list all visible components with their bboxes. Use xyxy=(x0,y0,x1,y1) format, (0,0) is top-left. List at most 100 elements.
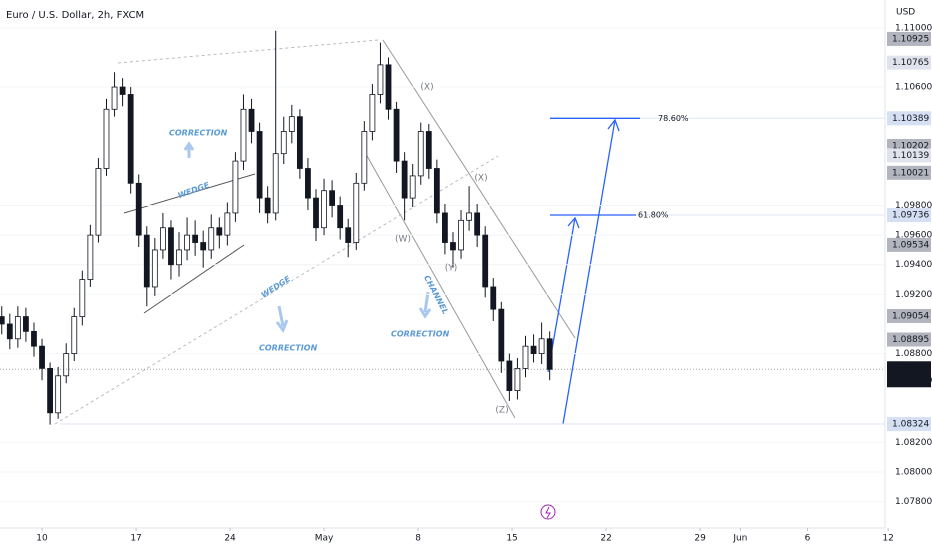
candle-body xyxy=(256,131,263,199)
price-label-box xyxy=(887,31,931,46)
price-label-box xyxy=(887,417,931,432)
candle-body xyxy=(361,131,368,184)
event-icon[interactable] xyxy=(540,504,556,520)
x-tick-label: 8 xyxy=(415,534,421,544)
candle-body xyxy=(329,190,336,206)
price-label-box xyxy=(887,308,931,323)
candle-body xyxy=(143,234,150,288)
y-tick-label: 1.09200 xyxy=(895,290,932,300)
candle-body xyxy=(55,375,62,414)
candle-body xyxy=(313,197,319,229)
price-label-box xyxy=(887,207,931,222)
current-price: 1.08694 xyxy=(892,364,929,374)
price-label: 1.08324 xyxy=(892,420,929,430)
price-label-box xyxy=(887,165,931,180)
candle-body xyxy=(546,338,553,370)
price-label: 1.10139 xyxy=(892,151,929,161)
x-tick-label: 10 xyxy=(36,534,48,544)
candle-body xyxy=(151,249,158,288)
candle-body xyxy=(47,367,53,414)
price-label: 1.10925 xyxy=(892,34,929,44)
candle-body xyxy=(506,360,513,391)
candle-body xyxy=(288,116,295,132)
annotation: (Y) xyxy=(445,264,458,274)
candle-body xyxy=(514,367,521,391)
candle-body xyxy=(31,330,37,347)
candle-body xyxy=(377,64,384,95)
x-tick-label: May xyxy=(315,534,334,544)
candle-body xyxy=(385,64,392,110)
candle-body xyxy=(433,168,440,214)
price-label: 1.09736 xyxy=(892,210,929,220)
x-tick-label: 22 xyxy=(600,534,611,544)
down-arrow xyxy=(418,291,432,319)
x-tick-label: 29 xyxy=(694,534,706,544)
candle-body xyxy=(466,212,472,221)
candle-body xyxy=(224,212,231,236)
candle-body xyxy=(425,131,432,169)
candle-body xyxy=(103,108,110,169)
candle-body xyxy=(450,242,456,251)
candle-body xyxy=(95,168,102,236)
x-tick-label: 12 xyxy=(882,534,893,544)
candle-body xyxy=(200,242,207,251)
candle-body xyxy=(119,86,126,95)
candle-body xyxy=(482,234,489,288)
candle-body xyxy=(87,234,94,280)
y-tick-label: 1.08800 xyxy=(895,349,932,359)
candle-body xyxy=(111,86,118,110)
candle-body xyxy=(321,190,327,229)
price-label-box xyxy=(887,237,931,252)
candle-body xyxy=(216,227,223,236)
candle-body xyxy=(401,160,408,199)
candle-body xyxy=(458,219,464,251)
candle-body xyxy=(232,160,239,214)
event-bolt xyxy=(545,506,551,519)
y-tick-label: 1.08000 xyxy=(895,468,932,478)
current-price-box xyxy=(887,361,931,388)
y-tick-label: 1.09400 xyxy=(895,260,932,270)
candle-body xyxy=(176,249,182,266)
candle-body xyxy=(442,212,448,243)
price-label-box xyxy=(887,111,931,126)
annotation: (W) xyxy=(395,235,411,245)
candle-body xyxy=(159,227,166,251)
annotation: (Z) xyxy=(495,406,508,416)
price-label-box xyxy=(887,148,931,163)
y-tick-label: 1.07800 xyxy=(895,497,932,507)
candle-body xyxy=(305,168,311,199)
wedge-dotted-upper xyxy=(117,39,379,64)
candle-body xyxy=(417,131,424,177)
price-label: 1.10765 xyxy=(892,58,929,68)
candle-body xyxy=(192,234,199,243)
candles xyxy=(0,30,553,425)
wedge-lower xyxy=(143,244,245,314)
annotation: CORRECTION xyxy=(391,330,450,339)
candle-body xyxy=(168,227,174,266)
candle-body xyxy=(135,182,142,236)
annotation: (X) xyxy=(420,83,433,93)
candle-body xyxy=(208,227,215,251)
candle-body xyxy=(538,338,545,354)
price-label-box xyxy=(887,332,931,347)
annotation: CORRECTION xyxy=(259,344,318,353)
y-tick-label: 1.11000 xyxy=(895,23,932,33)
candle-body xyxy=(498,308,505,362)
candle-body xyxy=(490,286,497,310)
candle-body xyxy=(280,131,287,155)
x-tick-label: 15 xyxy=(506,534,517,544)
candle-body xyxy=(79,279,86,317)
candle-body xyxy=(6,323,13,340)
price-label-box xyxy=(887,55,931,70)
y-tick-label: 1.09800 xyxy=(895,201,932,211)
candle-body xyxy=(337,205,344,229)
drawings xyxy=(54,39,620,425)
candle-body xyxy=(71,316,78,354)
up-arrow xyxy=(183,141,195,158)
x-tick-label: Jun xyxy=(732,534,747,544)
channel-lower xyxy=(361,146,516,419)
price-label: 1.09534 xyxy=(892,240,929,250)
candle-body xyxy=(369,94,376,132)
